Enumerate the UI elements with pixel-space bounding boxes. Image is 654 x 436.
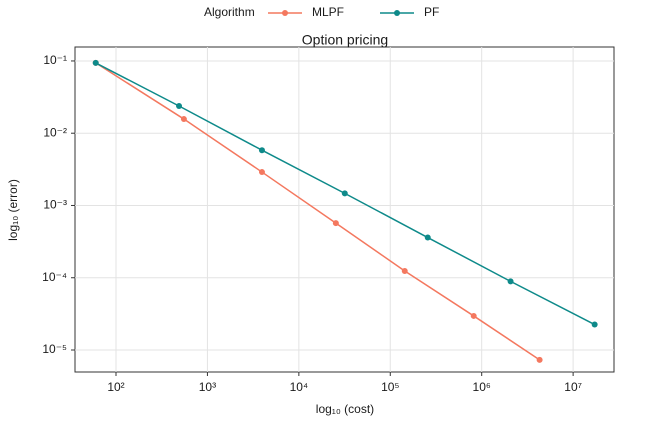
y-tick-label: 10⁻⁴ — [42, 270, 67, 284]
y-tick-label: 10⁻⁵ — [42, 342, 67, 356]
x-tick-label: 10⁷ — [564, 380, 582, 394]
data-point — [591, 321, 598, 328]
data-point — [258, 169, 265, 176]
legend-marker — [282, 10, 288, 16]
x-tick-label: 10⁶ — [473, 380, 491, 394]
legend-title: Algorithm — [204, 5, 255, 19]
data-point — [424, 234, 431, 241]
data-point — [92, 59, 99, 66]
data-point — [401, 267, 408, 274]
data-point — [507, 278, 514, 285]
legend-label: MLPF — [312, 5, 344, 19]
data-point — [258, 147, 265, 154]
data-point — [536, 356, 543, 363]
data-point — [470, 312, 477, 319]
data-point — [176, 103, 183, 110]
plot-frame — [74, 46, 615, 373]
legend-marker — [394, 10, 400, 16]
x-tick-label: 10⁵ — [381, 380, 399, 394]
data-point — [180, 116, 187, 123]
y-axis-label: log₁₀ (error) — [6, 179, 20, 241]
y-tick-label: 10⁻¹ — [43, 53, 67, 67]
data-point — [332, 220, 339, 227]
y-tick-label: 10⁻³ — [43, 198, 67, 212]
legend-label: PF — [424, 5, 439, 19]
x-tick-label: 10³ — [199, 380, 216, 394]
x-axis-label: log₁₀ (cost) — [316, 402, 374, 416]
x-tick-label: 10² — [107, 380, 124, 394]
data-point — [341, 190, 348, 197]
chart-title: Option pricing — [302, 32, 388, 48]
y-tick-label: 10⁻² — [43, 125, 67, 139]
x-tick-label: 10⁴ — [290, 380, 309, 394]
